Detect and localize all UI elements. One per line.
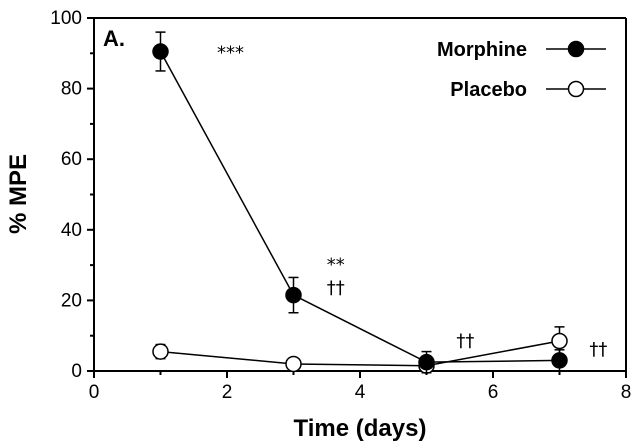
data-point-morphine [551, 352, 568, 369]
significance-marker: †† [589, 339, 607, 360]
x-tick-label: 2 [222, 382, 233, 403]
series-line-placebo [160, 340, 560, 367]
series-line-morphine [159, 51, 560, 363]
x-tick-label: 8 [621, 382, 632, 403]
x-tick-label: 0 [89, 382, 100, 403]
significance-marker: ** [327, 254, 345, 275]
data-point-placebo [285, 355, 302, 373]
y-tick-label: 60 [61, 149, 82, 170]
legend: Morphine Placebo [437, 39, 606, 101]
significance-marker: *** [217, 43, 244, 64]
legend-marker-placebo [567, 80, 585, 98]
data-point-morphine [418, 353, 435, 371]
plot-area [93, 17, 627, 372]
y-axis-title: % MPE [5, 154, 32, 234]
x-tick-label: 6 [488, 382, 499, 403]
series-layer [152, 31, 568, 374]
data-point-morphine [152, 43, 169, 60]
data-point-placebo [152, 343, 169, 360]
y-tick-label: 0 [71, 361, 82, 382]
significance-marker: †† [456, 330, 474, 351]
annotation-layer: *****†††† †† [217, 43, 607, 361]
legend-label-morphine: Morphine [437, 39, 527, 61]
y-tick-label: 80 [61, 79, 82, 100]
legend-label-placebo: Placebo [450, 79, 527, 101]
y-tick-label: 20 [61, 290, 82, 311]
y-tick-label: 40 [61, 220, 82, 241]
data-point-morphine [285, 286, 302, 304]
legend-marker-morphine [567, 40, 585, 58]
x-axis-title: Time (days) [294, 415, 427, 442]
panel-label: A. [103, 26, 125, 51]
significance-marker: †† [327, 277, 345, 298]
x-tick-label: 4 [355, 382, 366, 403]
data-point-placebo [551, 332, 568, 350]
y-tick-label: 100 [50, 8, 82, 29]
